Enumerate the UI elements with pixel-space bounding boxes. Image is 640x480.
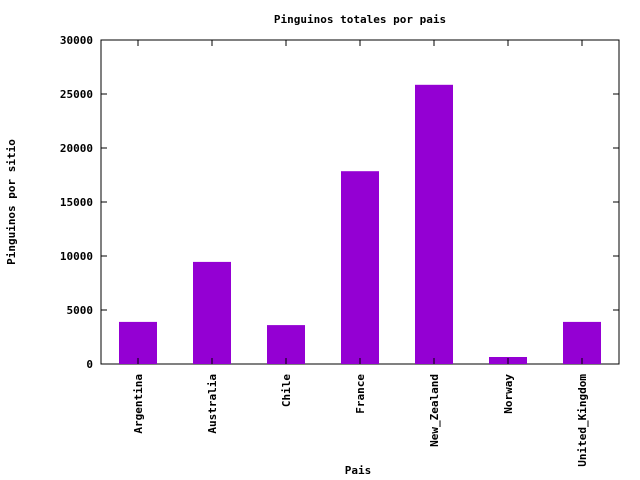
- x-tick-label: New_Zealand: [428, 374, 441, 447]
- x-tick-label: Chile: [280, 374, 293, 407]
- bar-australia: [193, 261, 231, 364]
- x-axis-label: Pais: [345, 464, 372, 477]
- y-tick-label: 20000: [60, 142, 93, 155]
- y-tick-label: 15000: [60, 196, 93, 209]
- bar-united-kingdom: [563, 321, 601, 364]
- bar-new-zealand: [415, 84, 453, 365]
- bar-argentina: [119, 321, 157, 364]
- x-tick-label: Australia: [206, 374, 219, 434]
- bars-group: [119, 84, 601, 365]
- bar-france: [341, 171, 379, 364]
- y-tick-label: 10000: [60, 250, 93, 263]
- x-tick-label: France: [354, 374, 367, 414]
- y-axis: 0 5000 10000 15000 20000 25000 30000: [60, 34, 619, 371]
- chart-title: Pinguinos totales por pais: [274, 13, 446, 26]
- y-tick-label: 0: [86, 358, 93, 371]
- x-tick-label: Argentina: [132, 374, 145, 434]
- bar-chile: [267, 325, 305, 364]
- y-axis-label: Pinguinos por sitio: [5, 139, 18, 265]
- y-tick-label: 25000: [60, 88, 93, 101]
- x-tick-label: United_Kingdom: [576, 374, 589, 467]
- y-tick-label: 30000: [60, 34, 93, 47]
- x-axis: Argentina Australia Chile France New_Zealand…: [132, 40, 589, 467]
- y-tick-label: 5000: [67, 304, 94, 317]
- x-tick-label: Norway: [502, 374, 515, 414]
